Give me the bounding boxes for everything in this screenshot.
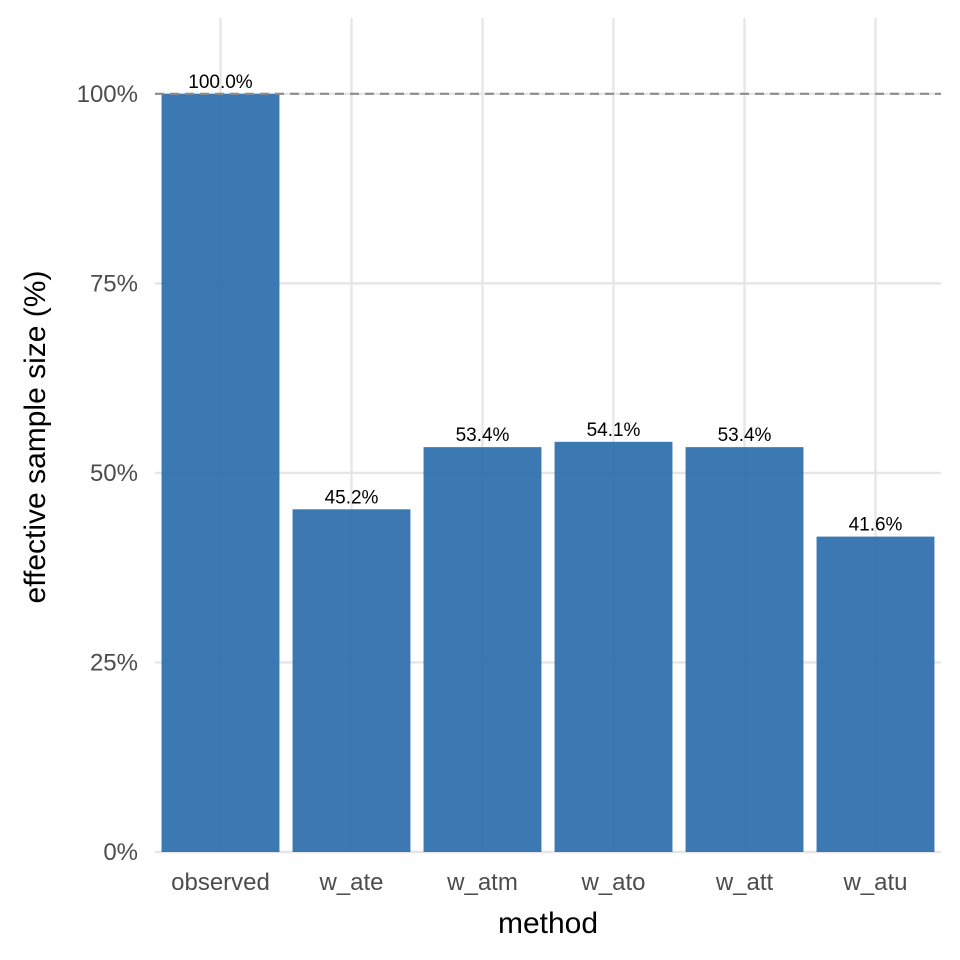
data-label-w_ate: 45.2% [325,487,379,508]
y-tick-label: 0% [103,839,138,866]
bars [161,93,935,853]
y-tick-label: 50% [90,460,138,487]
bar-w_atu [816,536,935,852]
bar-w_ate [292,509,411,852]
data-label-w_atm: 53.4% [456,425,510,446]
data-label-w_att: 53.4% [718,425,772,446]
data-label-observed: 100.0% [188,72,253,93]
y-tick-label: 25% [90,649,138,676]
bar-w_atm [423,447,542,852]
x-tick-label-w_atu: w_atu [842,869,907,896]
x-tick-label-w_atm: w_atm [446,869,518,896]
x-tick-label-observed: observed [171,869,270,896]
x-tick-label-w_ato: w_ato [580,869,645,896]
y-tick-label: 100% [77,81,138,108]
data-label-w_atu: 41.6% [849,515,903,536]
data-labels: 100.0% 45.2% 53.4% 54.1% 53.4% 41.6% [188,72,902,536]
x-axis-title: method [498,907,598,940]
y-axis-title: effective sample size (%) [19,271,52,604]
y-tick-label: 75% [90,270,138,297]
data-label-w_ato: 54.1% [587,420,641,441]
x-tick-label-w_ate: w_ate [318,869,383,896]
bar-w_ato [554,441,673,852]
bar-observed [161,93,280,853]
y-tick-labels: 0% 25% 50% 75% 100% [77,81,138,866]
x-tick-labels: observed w_ate w_atm w_ato w_att w_atu [171,869,907,896]
bar-w_att [685,447,804,852]
x-tick-label-w_att: w_att [715,869,774,896]
horizontal-gridlines [155,92,941,854]
